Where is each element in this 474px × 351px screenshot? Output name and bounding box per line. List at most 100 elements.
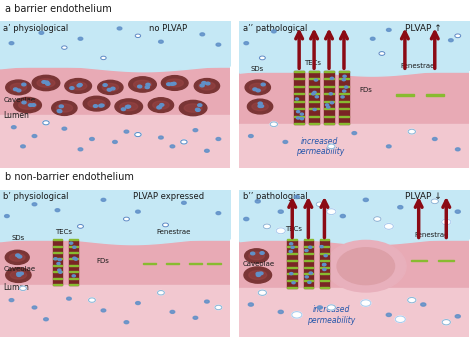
Circle shape — [73, 257, 76, 259]
Circle shape — [320, 246, 323, 248]
Bar — [239, 241, 469, 288]
Circle shape — [313, 108, 316, 111]
Text: b’ physiological: b’ physiological — [3, 192, 69, 201]
Bar — [319, 266, 329, 267]
Circle shape — [78, 37, 83, 40]
Ellipse shape — [6, 80, 31, 95]
Circle shape — [206, 82, 210, 85]
Bar — [309, 71, 319, 124]
Text: Fenestrae: Fenestrae — [156, 229, 191, 235]
Circle shape — [278, 310, 283, 313]
Bar — [53, 271, 62, 272]
Circle shape — [28, 104, 33, 106]
Ellipse shape — [410, 246, 427, 275]
Ellipse shape — [337, 248, 394, 285]
Bar — [287, 239, 297, 240]
Circle shape — [323, 269, 326, 271]
Bar — [339, 71, 349, 72]
Bar — [319, 240, 329, 287]
Circle shape — [73, 246, 76, 248]
Circle shape — [159, 136, 163, 139]
Circle shape — [379, 52, 385, 55]
Circle shape — [297, 111, 300, 113]
Circle shape — [17, 274, 21, 277]
Circle shape — [136, 302, 140, 305]
Ellipse shape — [245, 80, 270, 95]
Bar — [69, 258, 78, 259]
Circle shape — [345, 86, 348, 88]
Bar — [319, 260, 329, 261]
Circle shape — [21, 145, 25, 148]
Ellipse shape — [9, 253, 25, 261]
Circle shape — [244, 42, 248, 45]
Circle shape — [16, 254, 20, 257]
Circle shape — [398, 206, 403, 209]
Bar — [319, 239, 329, 240]
Circle shape — [202, 81, 206, 84]
Ellipse shape — [244, 267, 272, 283]
Circle shape — [300, 113, 303, 115]
Bar — [294, 108, 304, 109]
Ellipse shape — [426, 76, 444, 113]
Circle shape — [256, 89, 260, 92]
Bar — [309, 71, 319, 72]
Circle shape — [170, 310, 175, 313]
Circle shape — [78, 148, 83, 151]
Circle shape — [431, 199, 438, 204]
Circle shape — [58, 269, 61, 271]
Text: PLVAP expressed: PLVAP expressed — [133, 192, 204, 201]
Circle shape — [290, 243, 293, 245]
Circle shape — [312, 93, 315, 95]
Circle shape — [57, 263, 60, 265]
Ellipse shape — [143, 249, 156, 278]
Circle shape — [258, 102, 262, 105]
Circle shape — [17, 272, 21, 275]
Bar — [309, 123, 319, 124]
Text: FDs: FDs — [359, 87, 372, 93]
Text: Lumen: Lumen — [3, 283, 29, 292]
Ellipse shape — [166, 79, 183, 87]
Bar — [0, 241, 230, 285]
Circle shape — [283, 140, 288, 144]
Bar — [339, 115, 349, 117]
Text: Lumen: Lumen — [3, 111, 29, 120]
Bar — [239, 73, 469, 124]
Bar — [303, 253, 313, 254]
Circle shape — [182, 201, 186, 204]
Bar — [69, 271, 78, 272]
Ellipse shape — [115, 99, 143, 114]
Bar — [69, 240, 78, 285]
Ellipse shape — [10, 83, 27, 92]
Bar — [410, 260, 427, 261]
Circle shape — [43, 121, 49, 125]
Circle shape — [258, 290, 266, 296]
Circle shape — [137, 85, 142, 88]
Circle shape — [329, 93, 332, 95]
Ellipse shape — [102, 84, 118, 91]
Bar — [303, 246, 313, 247]
Circle shape — [126, 105, 129, 108]
Circle shape — [193, 129, 198, 132]
Circle shape — [124, 321, 129, 324]
Circle shape — [70, 242, 73, 244]
Circle shape — [32, 203, 37, 206]
Ellipse shape — [247, 99, 273, 114]
Circle shape — [19, 272, 23, 275]
Circle shape — [260, 252, 264, 254]
Circle shape — [327, 106, 330, 108]
Circle shape — [135, 34, 141, 38]
Bar — [303, 287, 313, 288]
Circle shape — [216, 138, 221, 140]
Circle shape — [294, 195, 300, 199]
Text: TECs: TECs — [285, 226, 302, 232]
Circle shape — [253, 88, 257, 91]
Circle shape — [54, 258, 57, 260]
Ellipse shape — [249, 83, 266, 92]
Circle shape — [46, 82, 50, 85]
Text: SDs: SDs — [251, 66, 264, 72]
Bar — [319, 273, 329, 274]
Bar — [339, 123, 349, 124]
Circle shape — [107, 88, 111, 91]
Circle shape — [455, 210, 460, 213]
Bar — [53, 246, 62, 247]
